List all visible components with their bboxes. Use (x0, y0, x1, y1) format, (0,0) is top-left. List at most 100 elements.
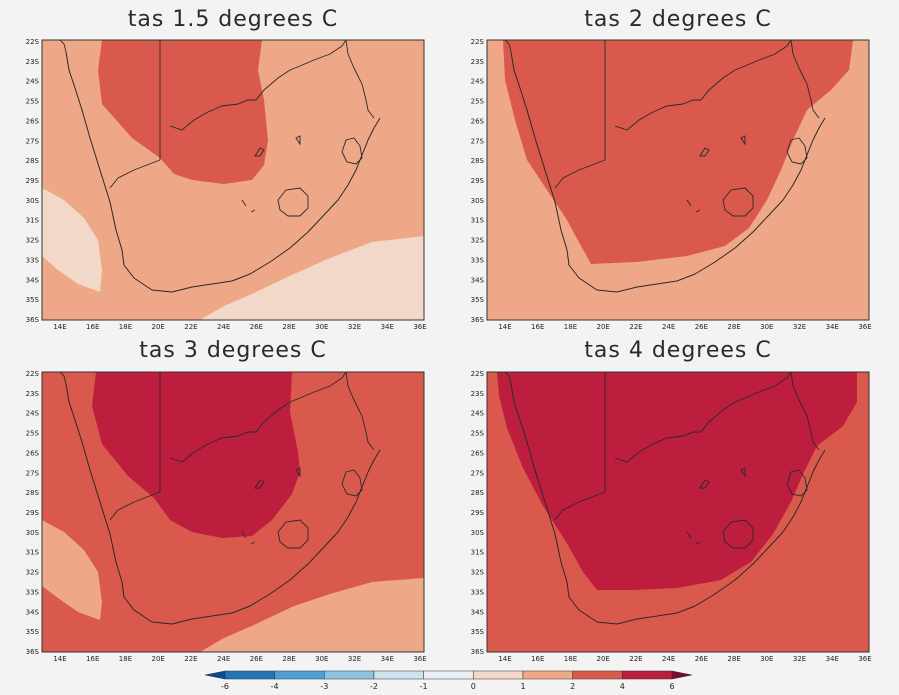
x-tick-label: 20E (597, 323, 610, 331)
x-tick-label: 28E (282, 655, 295, 663)
y-tick-label: 22S (26, 38, 40, 46)
x-tick-label: 32E (348, 655, 361, 663)
panel-title-1: tas 1.5 degrees C (128, 7, 338, 32)
y-tick-label: 25S (26, 430, 40, 438)
x-tick-label: 28E (282, 323, 295, 331)
x-tick-label: 28E (727, 323, 740, 331)
x-tick-label: 18E (119, 655, 132, 663)
y-tick-label: 23S (26, 58, 40, 66)
x-tick-label: 24E (217, 655, 230, 663)
warming-4-6-region (92, 372, 300, 538)
warming-1-2-region (200, 578, 424, 652)
y-tick-label: 30S (471, 529, 485, 537)
x-tick-label: 20E (597, 655, 610, 663)
x-tick-label: 16E (86, 323, 99, 331)
y-tick-label: 34S (26, 276, 40, 284)
x-tick-label: 16E (531, 323, 544, 331)
colorbar-label: -1 (420, 682, 428, 691)
x-tick-label: 34E (381, 323, 394, 331)
y-tick-label: 22S (471, 38, 485, 46)
colorbar-bin (622, 670, 673, 680)
y-tick-label: 36S (471, 316, 485, 324)
x-tick-label: 14E (498, 655, 511, 663)
y-tick-label: 23S (471, 58, 485, 66)
x-tick-label: 30E (315, 323, 328, 331)
x-tick-label: 14E (53, 655, 66, 663)
map-panel-1 (41, 39, 425, 321)
colorbar-label: -2 (370, 682, 378, 691)
colorbar-bin (423, 670, 474, 680)
x-tick-label: 34E (381, 655, 394, 663)
y-tick-label: 35S (26, 628, 40, 636)
y-tick-label: 26S (471, 449, 485, 457)
y-tick-label: 26S (26, 449, 40, 457)
y-tick-label: 29S (471, 509, 485, 517)
colorbar-label: -6 (221, 682, 229, 691)
colorbar-label: 4 (620, 682, 625, 691)
colorbar-label: 6 (669, 682, 674, 691)
y-tick-label: 23S (26, 390, 40, 398)
y-tick-label: 29S (26, 177, 40, 185)
y-tick-label: 24S (471, 78, 485, 86)
warming-4-6-region (497, 372, 857, 590)
x-tick-label: 16E (86, 655, 99, 663)
colorbar-label: 1 (520, 682, 525, 691)
y-tick-label: 34S (471, 608, 485, 616)
colorbar-bin (522, 670, 573, 680)
y-tick-label: 25S (471, 430, 485, 438)
x-tick-label: 26E (250, 655, 263, 663)
y-tick-label: 22S (26, 370, 40, 378)
y-tick-label: 32S (471, 237, 485, 245)
x-tick-label: 26E (250, 323, 263, 331)
y-tick-label: 22S (471, 370, 485, 378)
map-panel-4 (486, 371, 870, 653)
y-tick-label: 31S (471, 549, 485, 557)
y-tick-label: 32S (26, 237, 40, 245)
x-tick-label: 18E (564, 655, 577, 663)
colorbar-arrow-low (204, 670, 226, 680)
y-tick-label: 36S (26, 316, 40, 324)
y-tick-label: 27S (471, 137, 485, 145)
x-tick-label: 16E (531, 655, 544, 663)
x-tick-label: 24E (662, 655, 675, 663)
y-tick-label: 36S (471, 648, 485, 656)
colorbar-bin (274, 670, 325, 680)
y-tick-label: 35S (26, 296, 40, 304)
x-tick-label: 18E (564, 323, 577, 331)
x-tick-label: 18E (119, 323, 132, 331)
colorbar-bin (224, 670, 275, 680)
warming-1-2-region (42, 520, 102, 620)
x-tick-label: 14E (53, 323, 66, 331)
y-tick-label: 36S (26, 648, 40, 656)
y-tick-label: 29S (471, 177, 485, 185)
x-tick-label: 20E (152, 323, 165, 331)
warming-0-1-region (42, 188, 102, 292)
y-tick-label: 31S (26, 217, 40, 225)
colorbar-bin (572, 670, 623, 680)
x-tick-label: 22E (184, 323, 197, 331)
y-tick-label: 30S (26, 197, 40, 205)
x-tick-label: 28E (727, 655, 740, 663)
x-tick-label: 36E (413, 323, 426, 331)
y-tick-label: 23S (471, 390, 485, 398)
x-tick-label: 22E (184, 655, 197, 663)
x-tick-label: 30E (315, 655, 328, 663)
y-tick-label: 29S (26, 509, 40, 517)
y-tick-label: 33S (26, 588, 40, 596)
x-tick-label: 30E (760, 323, 773, 331)
x-tick-label: 24E (217, 323, 230, 331)
colorbar-bin (373, 670, 424, 680)
y-tick-label: 30S (26, 529, 40, 537)
warming-0-1-region (200, 236, 424, 320)
x-tick-label: 26E (695, 655, 708, 663)
warming-2-4-region (503, 40, 853, 264)
y-tick-label: 27S (26, 469, 40, 477)
colorbar-label: 0 (471, 682, 476, 691)
y-tick-label: 35S (471, 628, 485, 636)
x-tick-label: 32E (793, 323, 806, 331)
y-tick-label: 27S (471, 469, 485, 477)
x-tick-label: 22E (629, 323, 642, 331)
x-tick-label: 20E (152, 655, 165, 663)
x-tick-label: 36E (413, 655, 426, 663)
